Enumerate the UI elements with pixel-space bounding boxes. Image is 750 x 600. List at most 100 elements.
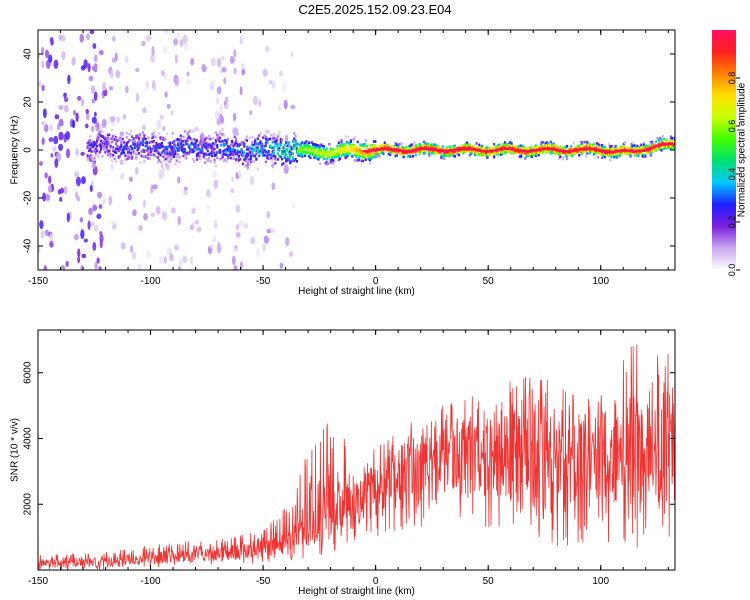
noise-cell [170,110,174,116]
ridge-cell [116,147,119,151]
noise-cell [183,189,188,196]
ridge-cell [249,150,253,154]
ridge-cell [326,151,330,154]
ridge-peak [365,149,369,153]
ridge-cell [652,149,655,152]
ridge-cell [258,150,261,153]
ridge-cell [337,153,340,156]
ridge-cell [368,148,371,151]
noise-cell [72,119,76,129]
ridge-cell [321,144,324,148]
noise-cell [58,105,64,110]
ridge-cell [372,140,376,143]
ridge-cell [127,147,130,150]
ridge-cell [353,153,357,157]
ridge-cell [225,147,228,151]
ridge-cell [660,138,663,142]
ridge-cell [525,151,528,155]
ridge-cell [193,138,196,141]
ridge-cell [548,150,551,154]
ridge-peak [491,149,495,153]
ridge-cell [491,146,494,150]
ridge-cell [456,147,459,150]
ridge-cell [170,156,173,159]
ridge-cell [345,146,349,150]
ridge-cell [155,141,158,145]
ridge-cell [186,151,189,155]
ridge-cell [89,134,92,138]
ridge-cell [597,155,600,159]
ridge-cell [368,155,371,158]
noise-cell [235,204,241,213]
ridge-cell [306,143,309,147]
ridge-cell [205,136,208,140]
ridge-peak [518,149,522,152]
ridge-cell [149,148,153,152]
ridge-cell [271,137,274,140]
ridge-cell [387,152,390,156]
noise-cell [170,207,176,214]
ridge-cell [177,153,180,156]
noise-cell [221,66,227,73]
ridge-cell [641,155,644,158]
ridge-cell [303,144,307,148]
ridge-cell [475,142,478,145]
ridge-cell [312,148,315,152]
ridge-cell [100,146,103,149]
ridge-cell [632,141,635,145]
ridge-cell [259,149,262,152]
ridge-cell [112,134,115,138]
ridge-cell [182,135,185,139]
ridge-cell [594,156,597,159]
ridge-cell [116,139,119,143]
ridge-cell [220,140,223,143]
noise-cell [145,80,149,90]
ridge-cell [517,145,520,148]
ridge-cell [164,157,168,161]
ridge-cell [560,152,563,155]
ridge-cell [460,145,463,149]
ridge-cell [325,157,328,161]
ridge-cell [201,145,204,149]
ridge-cell [110,128,114,132]
ridge-cell [421,144,424,147]
ridge-cell [303,141,307,145]
ridge-cell [108,133,111,137]
noise-cell [291,203,295,209]
ridge-cell [137,146,141,150]
ridge-cell [206,146,209,149]
ridge-cell [271,140,274,144]
ridge-cell [661,145,665,149]
ridge-cell [648,144,651,147]
ridge-cell [529,146,532,149]
ridge-cell [328,152,331,156]
noise-cell [243,222,249,229]
ridge-cell [505,143,508,146]
ridge-cell [128,150,131,153]
ridge-cell [206,149,209,153]
ridge-peak [457,148,460,152]
noise-cell [111,121,116,127]
ridge-cell [659,148,662,151]
ridge-cell [534,144,538,148]
ridge-peak [410,149,413,153]
ridge-cell [155,146,158,150]
noise-cell [91,98,95,104]
ridge-cell [159,160,162,164]
ridge-cell [149,150,153,154]
ridge-cell [430,146,434,149]
ridge-cell [520,151,523,155]
noise-cell [232,112,237,122]
ridge-cell [241,162,245,166]
ridge-cell [383,145,386,149]
ridge-cell [289,161,292,165]
noise-cell [99,233,104,243]
ridge-cell [544,141,547,145]
ridge-cell [640,143,643,147]
ridge-cell [175,155,178,159]
ridge-cell [503,150,507,154]
noise-cell [48,137,54,142]
noise-cell [91,162,96,169]
ridge-peak [387,147,391,151]
noise-cell [190,256,193,265]
